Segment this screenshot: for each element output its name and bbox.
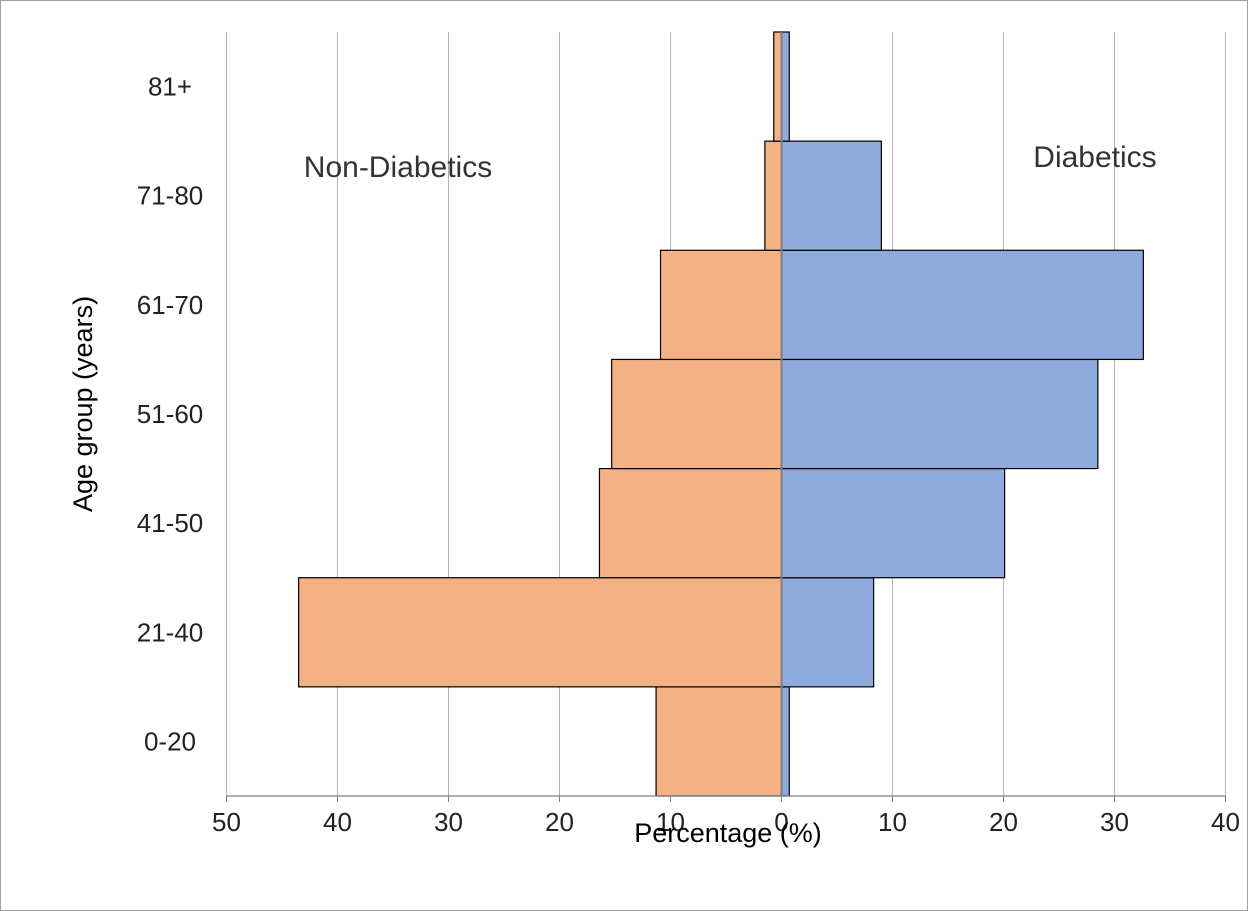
x-tick-label-left-0: 0 [774,807,788,837]
bar-right-71-80 [780,140,883,251]
bar-right-51-60 [780,358,1099,470]
bar-left-51-60 [611,358,783,470]
x-tick-label-left-20: 20 [545,807,574,837]
x-tick-label-left-40: 40 [323,807,352,837]
left-series-label: Non-Diabetics [304,151,492,184]
x-axis-title: Percentage (%) [634,818,822,848]
x-tick-label-right-20: 20 [989,807,1018,837]
y-tick-label-71-80: 71-80 [137,181,204,211]
bar-left-0-20 [655,686,783,797]
y-tick-label-81+: 81+ [148,72,192,102]
x-tick-label-left-30: 30 [434,807,463,837]
bar-right-81+ [780,31,790,142]
y-axis-title: Age group (years) [68,296,98,512]
x-tick-labels: 50 40 30 20 10 0 10 20 30 40 [212,807,1240,837]
bar-left-21-40 [298,577,783,688]
x-tick-label-right-40: 40 [1211,807,1240,837]
bar-left-61-70 [659,249,783,361]
x-tick-label-right-30: 30 [1100,807,1129,837]
bar-left-41-50 [598,467,783,579]
bar-left-71-80 [764,140,783,251]
y-tick-label-0-20: 0-20 [144,726,196,756]
bars [298,31,1144,797]
y-tick-label-51-60: 51-60 [137,399,204,429]
axes [226,32,1226,802]
x-tick-label-left-10: 10 [656,807,685,837]
bar-left-81+ [773,31,783,142]
bar-right-61-70 [780,249,1144,361]
bar-right-0-20 [780,686,790,797]
x-tick-label-right-10: 10 [878,807,907,837]
right-series-label: Diabetics [1033,141,1156,174]
bar-right-21-40 [780,577,875,688]
y-tick-label-61-70: 61-70 [137,290,204,320]
bar-right-41-50 [780,467,1006,579]
x-tick-label-left-50: 50 [212,807,241,837]
y-tick-label-41-50: 41-50 [137,508,204,538]
y-tick-label-21-40: 21-40 [137,617,204,647]
y-tick-labels: 0-20 21-40 41-50 51-60 61-70 71-80 81+ [137,72,204,757]
